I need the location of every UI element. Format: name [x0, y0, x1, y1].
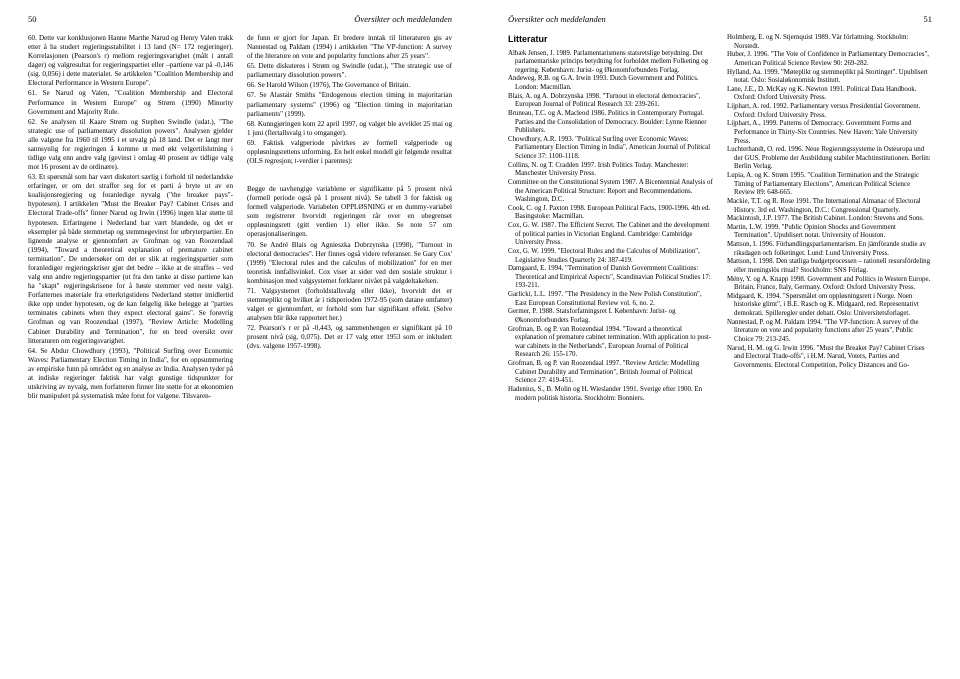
page-header-title-left: Översikter och meddelanden: [354, 14, 452, 24]
ref-collins: Collins, N. og T. Cradden 1997. Irish Po…: [508, 162, 713, 179]
ref-meny: Mény, Y. og A. Knapp 1998. Government an…: [727, 276, 932, 293]
note-63: 63. Et spørsmål som har vært diskutert s…: [28, 173, 233, 345]
ref-committee: Committee on the Constitutional System 1…: [508, 179, 713, 205]
ref-cox99: Cox, G. W. 1999. "Electoral Rules and th…: [508, 248, 713, 265]
note-60: 60. Dette var konklusjonen Hanne Marthe …: [28, 34, 233, 88]
ref-germer: Germer, P. 1988. Statsforfatningsret I. …: [508, 308, 713, 325]
note-64-cont: de funn er gjort for Japan. Et bredere i…: [247, 34, 452, 61]
ref-nannestad: Nannestad, P. og M. Paldam 1994. "The VP…: [727, 319, 932, 345]
ref-albaek: Albæk Jensen, J. 1989. Parlamentarismens…: [508, 50, 713, 76]
page-number-left: 50: [28, 14, 37, 24]
ref-mackie: Mackie, T.T. og R. Rose 1991. The Intern…: [727, 198, 932, 215]
note-72: 72. Pearson's r er på -0,443, og sammenh…: [247, 324, 452, 351]
litteratur-heading: Litteratur: [508, 34, 713, 46]
ref-lupia: Lupia, A. og K. Strøm 1995. "Coalition T…: [727, 172, 932, 198]
page-right: Översikter och meddelanden 51 Litteratur…: [480, 0, 960, 679]
page-header-left: 50 Översikter och meddelanden: [28, 14, 452, 24]
ref-luchterhandt: Luchterhandt, O. red. 1996. Neue Regieru…: [727, 146, 932, 172]
note-66: 66. Se Harold Wilson (1976), The Governa…: [247, 81, 452, 90]
page-number-right: 51: [924, 14, 933, 24]
note-61: 61. Se Narud og Valen, "Coalition Member…: [28, 89, 233, 116]
columns-left: 60. Dette var konklusjonen Hanne Marthe …: [28, 34, 452, 657]
note-64: 64. Se Abdur Chowdhury (1993), "Politica…: [28, 347, 233, 401]
ref-cox87: Cox, G. W. 1987. The Efficient Secret. T…: [508, 222, 713, 248]
note-62: 62. Se analysen til Kaare Strøm og Steph…: [28, 118, 233, 172]
note-69-cont: Begge de uavhengige variablene er signif…: [247, 185, 452, 239]
left-page-col2: de funn er gjort for Japan. Et bredere i…: [247, 34, 452, 657]
ref-chowdhury: Chowdhury, A.R. 1993. "Political Surfing…: [508, 136, 713, 162]
ref-blais: Blais, A. og A. Dobrzynska 1998. "Turnou…: [508, 93, 713, 110]
ref-grofman94: Grofman, B. og P. van Roozendaal 1994. "…: [508, 326, 713, 361]
note-71: 71. Valgsystemet (forholdstallsvalg elle…: [247, 287, 452, 323]
columns-right: Litteratur Albæk Jensen, J. 1989. Parlam…: [508, 34, 932, 657]
ref-hadenius: Hadenius, S., B. Molin og H. Wieslander …: [508, 386, 713, 403]
note-68: 68. Kunngjøringen kom 22 april 1997, og …: [247, 120, 452, 138]
ref-cook: Cook, C. og J. Paxton 1998. European Pol…: [508, 205, 713, 222]
ref-lijphart99: Lijphart, A., 1999. Patterns of Democrac…: [727, 120, 932, 146]
note-65: 65. Dette diskuteres i Strøm og Swindle …: [247, 62, 452, 80]
left-page-col1: 60. Dette var konklusjonen Hanne Marthe …: [28, 34, 233, 657]
ref-grofman97: Grofman, B. og P. van Roozendaal 1997. "…: [508, 360, 713, 386]
ref-andeweg: Andeweg, R.B. og G.A. Irwin 1993. Dutch …: [508, 75, 713, 92]
page-header-right: Översikter och meddelanden 51: [508, 14, 932, 24]
ref-narud: Narud, H. M. og G. Irwin 1996. "Must the…: [727, 345, 932, 371]
right-page-col1: Litteratur Albæk Jensen, J. 1989. Parlam…: [508, 34, 713, 657]
ref-garlicki: Garlicki, L.L. 1997. "The Presidency in …: [508, 291, 713, 308]
ref-lijphart92: Lijphart, A. red. 1992. Parliamentary ve…: [727, 103, 932, 120]
ref-damgaard: Damgaard, E. 1994. "Termination of Danis…: [508, 265, 713, 291]
ref-mattson98: Mattson, I. 1998. Den statliga budgetpro…: [727, 258, 932, 275]
ref-lane: Lane, J.E., D. McKay og K. Newton 1991. …: [727, 86, 932, 103]
page-header-title-right: Översikter och meddelanden: [508, 14, 606, 24]
blank-space: [247, 167, 452, 185]
ref-mackintosh: Mackintosh, J.P. 1977. The British Cabin…: [727, 215, 932, 224]
right-page-col2: Holmberg, E. og N. Stjernquist 1989. Vår…: [727, 34, 932, 657]
page-left: 50 Översikter och meddelanden 60. Dette …: [0, 0, 480, 679]
ref-midgaard: Midgaard, K. 1994. "Spørsmålet om oppløs…: [727, 293, 932, 319]
note-67: 67. Se Alastair Smiths "Endogenous elect…: [247, 91, 452, 118]
ref-huber: Huber, J. 1996. "The Vote of Confidence …: [727, 51, 932, 68]
ref-mattson96: Mattson, I. 1996. Förhandlingsparlamenta…: [727, 241, 932, 258]
ref-bruneau: Bruneau, T.C. og A. Macleod 1986. Politi…: [508, 110, 713, 136]
note-69: 69. Faktisk valgperiode påvirkes av form…: [247, 139, 452, 166]
ref-holmberg: Holmberg, E. og N. Stjernquist 1989. Vår…: [727, 34, 932, 51]
ref-hylland: Hylland, Aa. 1999. "Møteplikt og stemmep…: [727, 69, 932, 86]
ref-martin: Martin, L.W. 1999. "Public Opinion Shock…: [727, 224, 932, 241]
note-70: 70. Se André Blais og Agnieszka Dobrzyns…: [247, 241, 452, 286]
